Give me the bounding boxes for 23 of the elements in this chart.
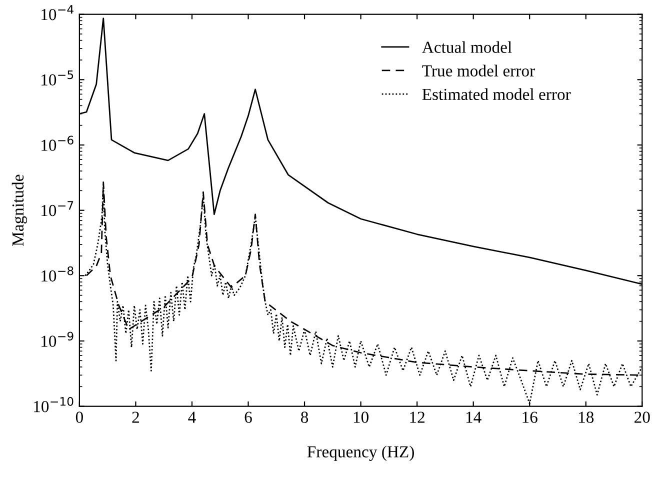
x-tick-label: 18 bbox=[579, 412, 594, 423]
y-tick-label: 10$^{−5}$ bbox=[42, 70, 74, 86]
x-axis-title: Frequency (HZ) bbox=[307, 446, 414, 461]
x-tick-label: 8 bbox=[300, 412, 308, 423]
x-tick-label: 20 bbox=[634, 412, 650, 423]
y-tick-label: 10$^{−9}$ bbox=[42, 332, 74, 347]
x-tick-label: 12 bbox=[410, 412, 424, 423]
x-tick-label: 2 bbox=[132, 412, 139, 423]
legend-label: True model error bbox=[422, 64, 535, 76]
x-tick-label: 14 bbox=[466, 412, 482, 423]
x-tick-label: 10 bbox=[354, 412, 368, 423]
y-tick-label: 10$^{−10}$ bbox=[34, 397, 74, 412]
x-tick-label: 0 bbox=[76, 412, 83, 423]
legend-label: Actual model bbox=[422, 41, 512, 53]
y-tick-label: 10$^{−4}$ bbox=[42, 5, 74, 20]
y-axis-title: Magnitude bbox=[12, 174, 28, 246]
y-tick-label: 10$^{−8}$ bbox=[42, 266, 74, 282]
x-tick-label: 6 bbox=[244, 412, 252, 423]
x-tick-label: 16 bbox=[522, 412, 538, 423]
y-tick-label: 10$^{−7}$ bbox=[42, 201, 74, 216]
y-tick-label: 10$^{−6}$ bbox=[42, 136, 74, 151]
legend-label: Estimated model error bbox=[422, 88, 571, 100]
x-tick-label: 4 bbox=[188, 412, 196, 423]
